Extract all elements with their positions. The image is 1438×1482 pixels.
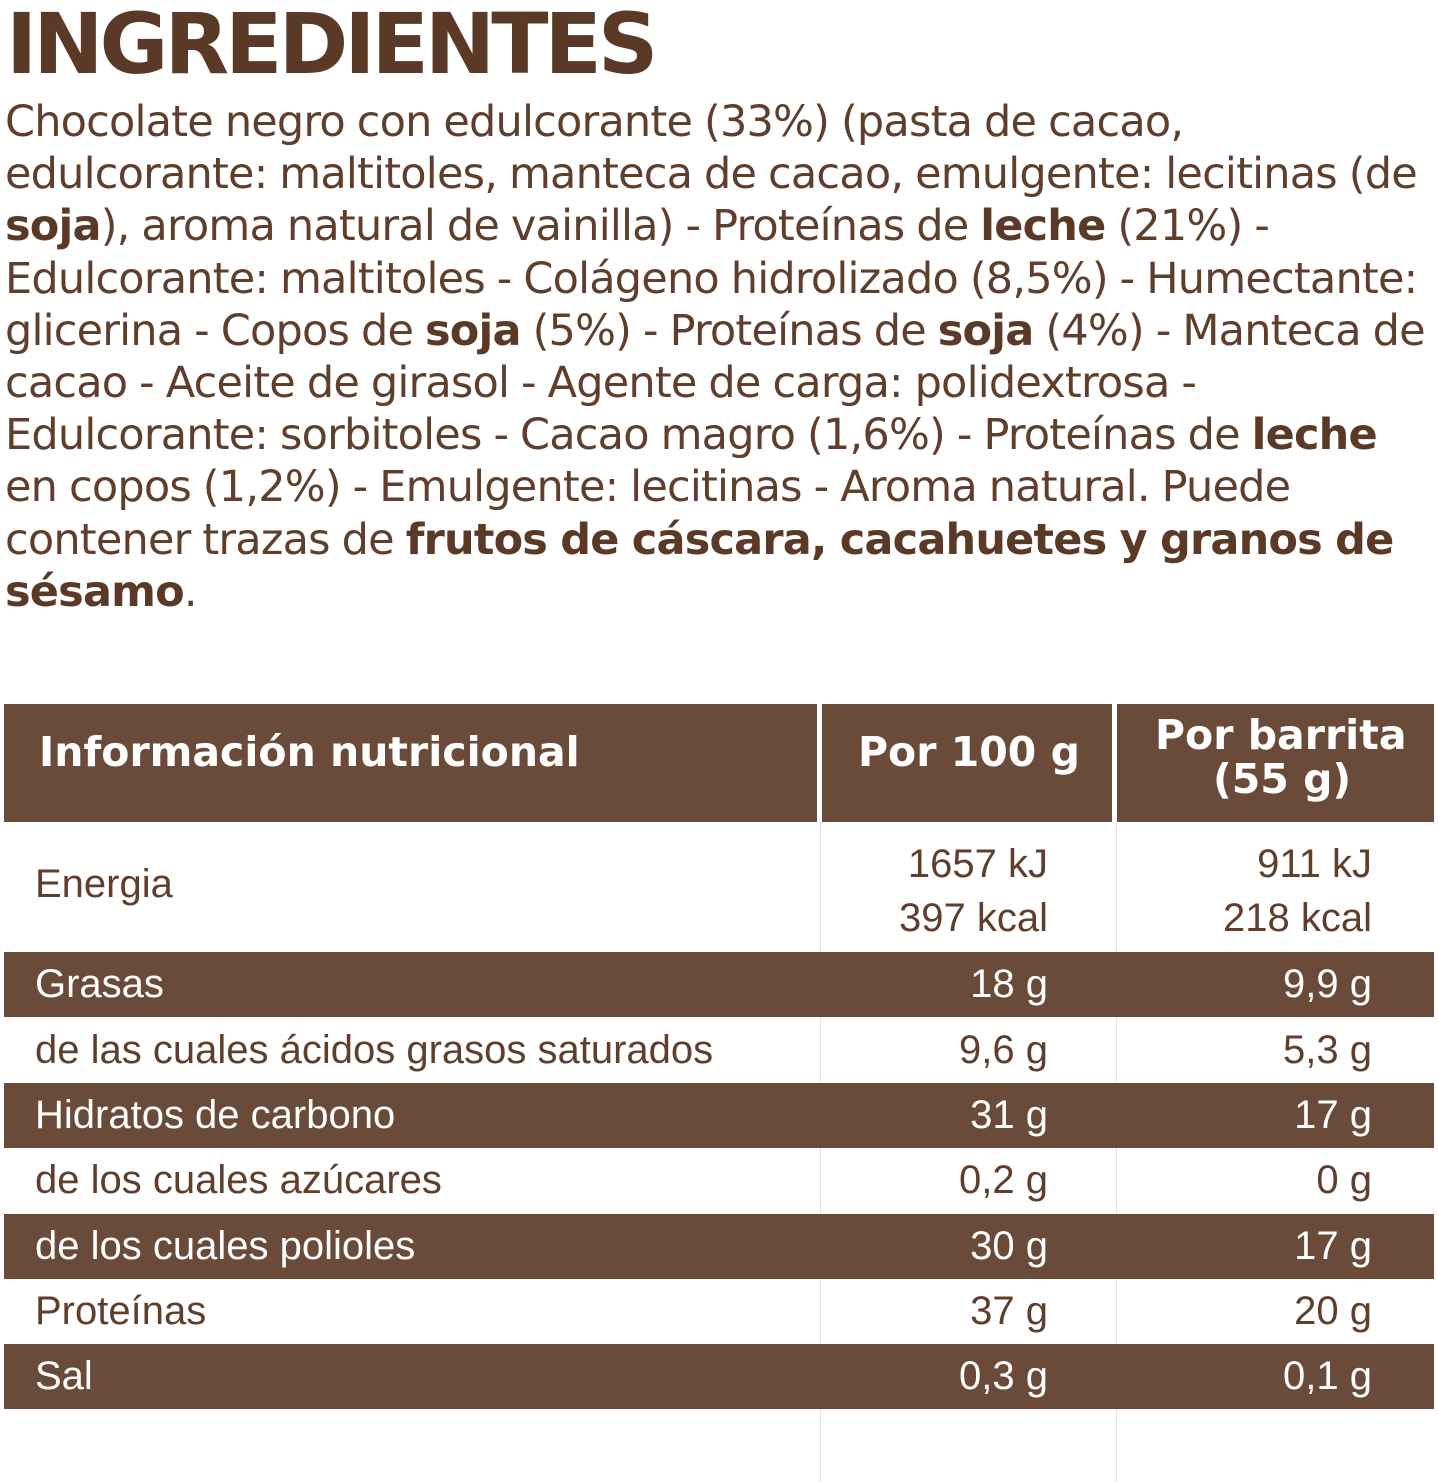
allergen-highlight: soja [937, 305, 1035, 356]
nutrition-table-header: Información nutricional Por 100 g Por ba… [4, 704, 1434, 822]
row-value-per-100g: 31 g [970, 1093, 1048, 1137]
energy-kj-per-bar: 911 kJ [1257, 842, 1372, 886]
allergen-highlight: leche [1251, 410, 1378, 461]
nutrition-row-saturated-fat: de las cuales ácidos grasos saturados 9,6… [4, 1018, 1434, 1083]
nutrition-row-polyols: de los cuales polioles 30 g 17 g [4, 1214, 1434, 1279]
header-separator-1 [817, 704, 822, 822]
header-label: Información nutricional [39, 728, 580, 776]
header-per-bar-weight: (55 g) [1213, 755, 1352, 803]
ingredients-segment: Chocolate negro con edulcorante (33%) (p… [5, 97, 1418, 200]
row-value-per-bar: 0 g [1316, 1158, 1372, 1202]
row-value-per-100g: 0,2 g [959, 1158, 1048, 1202]
row-value-per-100g: 18 g [970, 962, 1048, 1006]
ingredients-segment: ), aroma natural de vainilla) - Proteína… [100, 201, 981, 252]
ingredients-segment: (21%) - Edulcorante: maltitoles - Coláge… [5, 201, 1418, 356]
energy-row: Energia 1657 kJ 397 kcal 911 kJ 218 kcal [4, 822, 1434, 952]
row-label: Grasas [35, 962, 164, 1006]
energy-kcal-per-bar: 218 kcal [1223, 896, 1372, 940]
column-divider-1 [820, 820, 821, 1482]
row-value-per-bar: 5,3 g [1283, 1028, 1372, 1072]
row-label: Hidratos de carbono [35, 1093, 396, 1137]
ingredients-title: INGREDIENTES [6, 0, 658, 93]
row-value-per-bar: 0,1 g [1283, 1354, 1372, 1398]
column-divider-2 [1116, 820, 1117, 1482]
header-per-100g: Por 100 g [858, 728, 1080, 776]
nutrition-row-salt: Sal 0,3 g 0,1 g [4, 1344, 1434, 1409]
ingredients-segment: . [183, 566, 198, 617]
ingredients-segment: en copos (1,2%) - Emulgente: lecitinas -… [5, 462, 1291, 565]
row-label: de los cuales azúcares [35, 1158, 442, 1202]
allergen-highlight: frutos de cáscara, cacahuetes y granos d… [5, 514, 1394, 617]
allergen-highlight: soja [425, 305, 522, 356]
energy-kcal-per-100g: 397 kcal [899, 896, 1048, 940]
row-label: de los cuales polioles [35, 1224, 416, 1268]
row-value-per-100g: 30 g [970, 1224, 1048, 1268]
row-label: Proteínas [35, 1289, 207, 1333]
nutrition-row-sugars: de los cuales azúcares 0,2 g 0 g [4, 1148, 1434, 1213]
ingredients-segment: (5%) - Proteínas de [520, 305, 938, 356]
row-label: Sal [35, 1354, 93, 1398]
allergen-highlight: soja [5, 201, 102, 252]
energy-kj-per-100g: 1657 kJ [907, 842, 1048, 886]
ingredients-segment: (4%) - Manteca de cacao - Aceite de gira… [5, 305, 1426, 461]
row-value-per-100g: 9,6 g [959, 1028, 1048, 1072]
row-label: de las cuales ácidos grasos saturados [35, 1028, 714, 1072]
energy-label: Energia [35, 862, 173, 906]
nutrition-row-protein: Proteínas 37 g 20 g [4, 1279, 1434, 1344]
nutrition-row-carbohydrates: Hidratos de carbono 31 g 17 g [4, 1083, 1434, 1148]
row-value-per-bar: 17 g [1294, 1224, 1372, 1268]
allergen-highlight: leche [980, 201, 1106, 252]
row-value-per-100g: 0,3 g [959, 1354, 1048, 1398]
nutrition-row-fat: Grasas 18 g 9,9 g [4, 952, 1434, 1017]
row-value-per-bar: 17 g [1294, 1093, 1372, 1137]
row-value-per-100g: 37 g [970, 1289, 1048, 1333]
header-separator-2 [1112, 704, 1117, 822]
ingredients-text: Chocolate negro con edulcorante (33%) (p… [5, 96, 1437, 618]
header-per-bar: Por barrita [1155, 711, 1407, 759]
row-value-per-bar: 20 g [1294, 1289, 1372, 1333]
row-value-per-bar: 9,9 g [1283, 962, 1372, 1006]
